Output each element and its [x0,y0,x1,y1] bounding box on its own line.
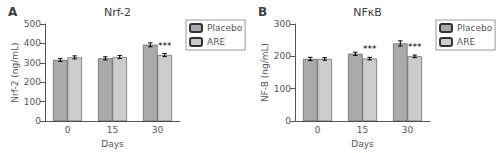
svg-text:0: 0 [285,116,291,126]
svg-text:ARE: ARE [457,37,475,47]
svg-text:Placebo: Placebo [457,23,493,33]
svg-text:0: 0 [35,116,41,126]
svg-text:***: *** [408,42,422,52]
svg-text:200: 200 [24,77,41,87]
svg-text:100: 100 [24,97,41,107]
svg-text:15: 15 [107,125,118,135]
svg-text:ARE: ARE [207,37,225,47]
svg-text:500: 500 [24,19,41,29]
svg-text:Nrf-2: Nrf-2 [104,6,131,19]
svg-text:400: 400 [24,38,41,48]
svg-text:300: 300 [24,58,41,68]
svg-text:200: 200 [274,51,291,61]
svg-text:100: 100 [274,84,291,94]
svg-text:300: 300 [274,19,291,29]
svg-text:Placebo: Placebo [207,23,243,33]
svg-text:0: 0 [315,125,321,135]
svg-text:***: *** [158,41,172,51]
svg-text:B: B [258,5,267,19]
svg-text:Days: Days [351,139,374,149]
svg-text:0: 0 [65,125,71,135]
svg-text:NF-B (ng/mL): NF-B (ng/mL) [260,43,270,102]
svg-text:30: 30 [152,125,164,135]
svg-text:15: 15 [357,125,368,135]
svg-text:30: 30 [402,125,414,135]
svg-text:A: A [8,5,18,19]
svg-text:***: *** [363,44,377,54]
svg-text:Nrf-2 (ng/mL): Nrf-2 (ng/mL) [10,42,20,102]
svg-text:Days: Days [101,139,124,149]
svg-text:NFκB: NFκB [353,6,382,19]
